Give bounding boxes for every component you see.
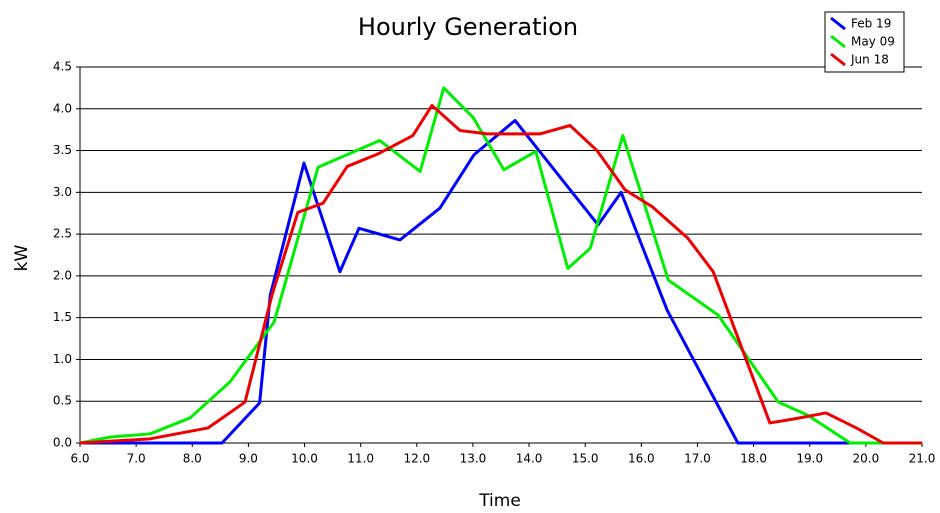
series-line — [80, 118, 922, 445]
x-tick-label: 10.0 — [291, 452, 318, 466]
y-tick-label: 1.5 — [53, 310, 72, 324]
x-tick-label: 17.0 — [684, 452, 711, 466]
y-tick-label: 0.5 — [53, 394, 72, 408]
chart-title: Hourly Generation — [358, 13, 578, 41]
y-tick-label: 0.0 — [53, 436, 72, 450]
series-line — [79, 103, 922, 445]
y-tick-label: 4.5 — [53, 60, 72, 74]
x-tick-label: 8.0 — [183, 452, 202, 466]
x-tick-label: 20.0 — [853, 452, 880, 466]
legend-label: Feb 19 — [851, 17, 891, 31]
legend-swatch — [830, 16, 846, 31]
y-tick-label: 3.0 — [53, 185, 72, 199]
x-tick-label: 6.0 — [70, 452, 89, 466]
x-tick-label: 9.0 — [239, 452, 258, 466]
x-tick-label: 16.0 — [628, 452, 655, 466]
y-tick-label: 2.0 — [53, 268, 72, 282]
x-axis-label: Time — [478, 491, 521, 511]
x-tick-label: 11.0 — [347, 452, 374, 466]
legend-label: May 09 — [851, 35, 895, 49]
x-tick-label: 14.0 — [516, 452, 543, 466]
x-tick-label: 13.0 — [460, 452, 487, 466]
series-line — [79, 86, 922, 445]
x-tick-label: 19.0 — [796, 452, 823, 466]
y-axis-label: kW — [12, 244, 32, 271]
x-tick-label: 7.0 — [127, 452, 146, 466]
legend-swatch — [830, 52, 846, 67]
x-tick-label: 12.0 — [403, 452, 430, 466]
y-tick-label: 3.5 — [53, 143, 72, 157]
y-tick-label: 1.0 — [53, 352, 72, 366]
y-tick-label: 2.5 — [53, 227, 72, 241]
legend-swatch — [830, 34, 846, 49]
y-tick-label: 4.0 — [53, 101, 72, 115]
legend-label: Jun 18 — [850, 53, 889, 67]
x-tick-label: 15.0 — [572, 452, 599, 466]
x-tick-label: 18.0 — [740, 452, 767, 466]
x-tick-label: 21.0 — [909, 452, 936, 466]
